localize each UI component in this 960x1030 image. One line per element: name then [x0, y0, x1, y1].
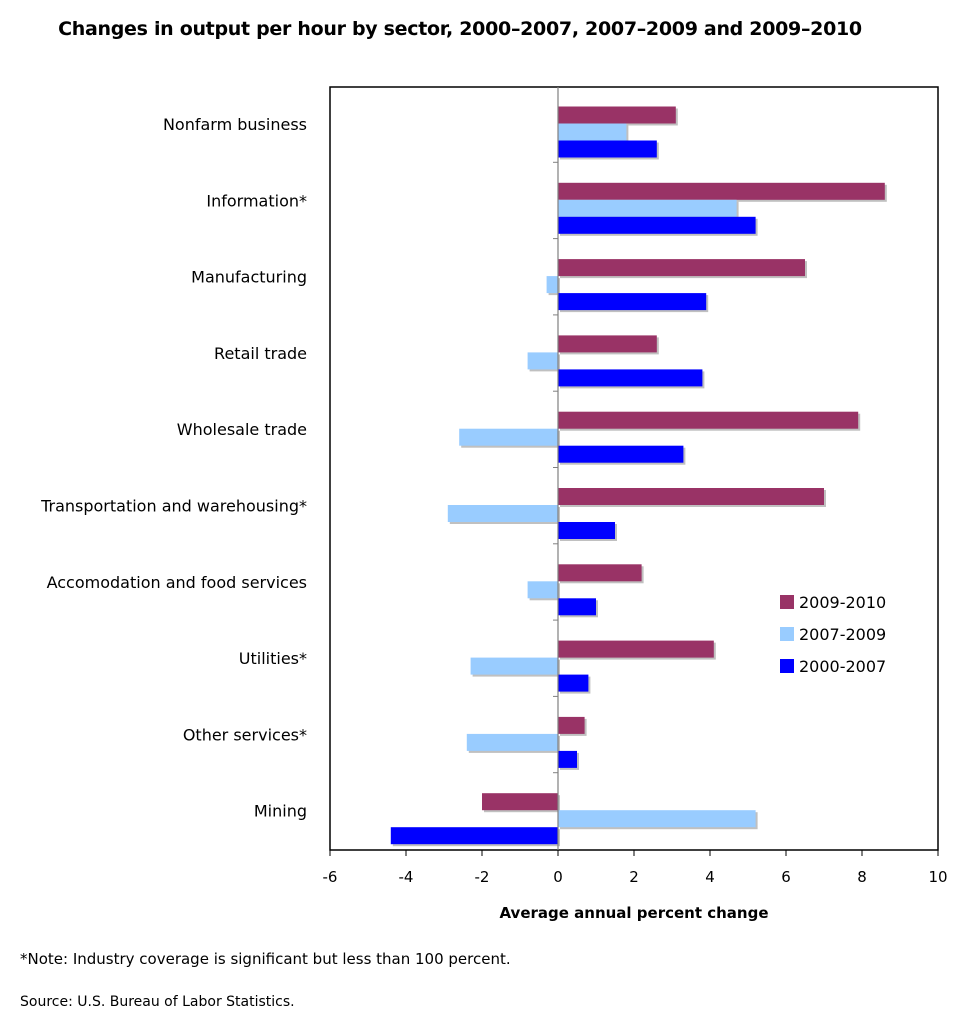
bar-2009-2010-7	[558, 640, 714, 658]
legend-swatch-2009-2010	[780, 595, 794, 609]
x-tick-label: 2	[629, 868, 639, 886]
category-label: Nonfarm business	[163, 115, 307, 134]
category-label: Manufacturing	[191, 268, 307, 287]
bar-2000-2007-1	[558, 216, 756, 234]
bar-2000-2007-4	[558, 445, 684, 463]
bar-2000-2007-5	[558, 522, 615, 539]
x-tick-label: 6	[781, 868, 791, 886]
footnote-source: Source: U.S. Bureau of Labor Statistics.	[20, 994, 295, 1010]
bar-2000-2007-7	[558, 674, 589, 692]
bar-2007-2009-8	[466, 733, 558, 751]
x-axis-title: Average annual percent change	[499, 904, 769, 922]
x-tick-label: -4	[399, 868, 414, 886]
category-label: Other services*	[183, 725, 307, 744]
bar-2009-2010-2	[558, 259, 805, 277]
legend-label-2007-2009: 2007-2009	[799, 625, 886, 644]
category-label: Utilities*	[239, 649, 307, 668]
x-tick-label: 8	[857, 868, 867, 886]
bar-2000-2007-9	[390, 827, 558, 845]
category-label: Accomodation and food services	[47, 573, 307, 592]
bar-2000-2007-8	[558, 750, 577, 768]
bar-2000-2007-2	[558, 293, 707, 311]
x-tick-label: -2	[475, 868, 490, 886]
chart-title: Changes in output per hour by sector, 20…	[58, 18, 862, 40]
plot-area-frame	[329, 86, 939, 851]
bar-2007-2009-5	[447, 505, 558, 522]
bar-2007-2009-0	[558, 123, 627, 141]
bar-2000-2007-6	[558, 598, 596, 616]
bar-2000-2007-0	[558, 140, 657, 158]
bar-2009-2010-3	[558, 335, 657, 353]
legend-swatch-2000-2007	[780, 659, 794, 673]
x-tick-label: 0	[553, 868, 563, 886]
bar-2009-2010-9	[482, 793, 558, 811]
bar-2007-2009-3	[527, 352, 558, 370]
bar-2009-2010-6	[558, 564, 642, 582]
bar-2007-2009-1	[558, 199, 737, 217]
category-label: Retail trade	[214, 344, 307, 363]
x-tick-label: 4	[705, 868, 715, 886]
bar-2007-2009-9	[558, 810, 756, 828]
legend: 2009-2010 2007-2009 2000-2007	[780, 593, 886, 676]
bar-2009-2010-8	[558, 716, 585, 734]
category-label: Mining	[254, 802, 307, 821]
bar-2009-2010-1	[558, 182, 885, 200]
bar-2009-2010-0	[558, 106, 676, 124]
legend-label-2009-2010: 2009-2010	[799, 593, 886, 612]
bar-2007-2009-2	[546, 276, 558, 294]
bar-2009-2010-5	[558, 488, 824, 505]
category-label: Wholesale trade	[177, 420, 307, 439]
bar-2007-2009-6	[527, 581, 558, 599]
bar-2007-2009-7	[470, 657, 558, 675]
bar-2007-2009-4	[459, 428, 558, 446]
x-tick-label: 10	[928, 868, 947, 886]
category-label: Transportation and warehousing*	[40, 497, 307, 516]
category-label: Information*	[206, 191, 307, 210]
legend-swatch-2007-2009	[780, 627, 794, 641]
footnote-note: *Note: Industry coverage is significant …	[20, 950, 511, 968]
legend-label-2000-2007: 2000-2007	[799, 657, 886, 676]
bar-2009-2010-4	[558, 411, 859, 429]
x-tick-label: -6	[323, 868, 338, 886]
bar-2000-2007-3	[558, 369, 703, 387]
